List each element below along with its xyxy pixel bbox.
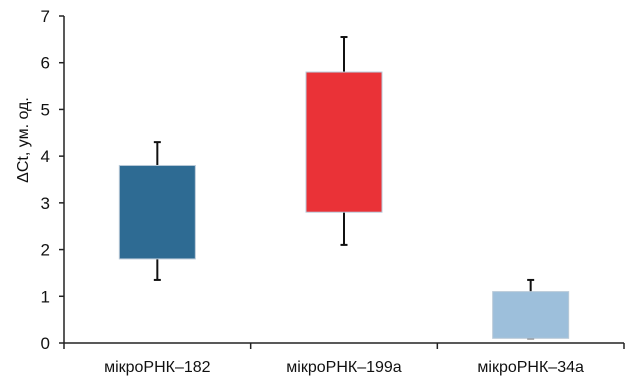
y-tick-label: 0 xyxy=(41,334,50,353)
box-group xyxy=(118,141,196,281)
box xyxy=(305,71,383,213)
y-tick-label: 4 xyxy=(41,147,50,166)
y-axis-title: ΔCt, ум. од. xyxy=(15,97,32,183)
y-tick-label: 6 xyxy=(41,54,50,73)
x-category-label: мікроРНК–34а xyxy=(477,359,584,376)
x-category-label: мікроРНК–182 xyxy=(104,359,211,376)
y-tick-label: 7 xyxy=(41,7,50,26)
y-axis-ticks: 0 1 2 3 4 5 6 7 xyxy=(41,7,64,353)
box-group xyxy=(305,36,383,246)
x-axis-labels: мікроРНК–182 мікроРНК–199а мікроРНК–34а xyxy=(63,343,625,376)
x-category-label: мікроРНК–199а xyxy=(286,359,401,376)
y-tick-label: 2 xyxy=(41,241,50,260)
y-tick-label: 1 xyxy=(41,287,50,306)
y-tick-label: 3 xyxy=(41,194,50,213)
y-tick-label: 5 xyxy=(41,100,50,119)
box xyxy=(118,164,196,260)
box-group xyxy=(492,278,570,340)
box xyxy=(492,291,570,339)
plot-area xyxy=(118,36,570,340)
